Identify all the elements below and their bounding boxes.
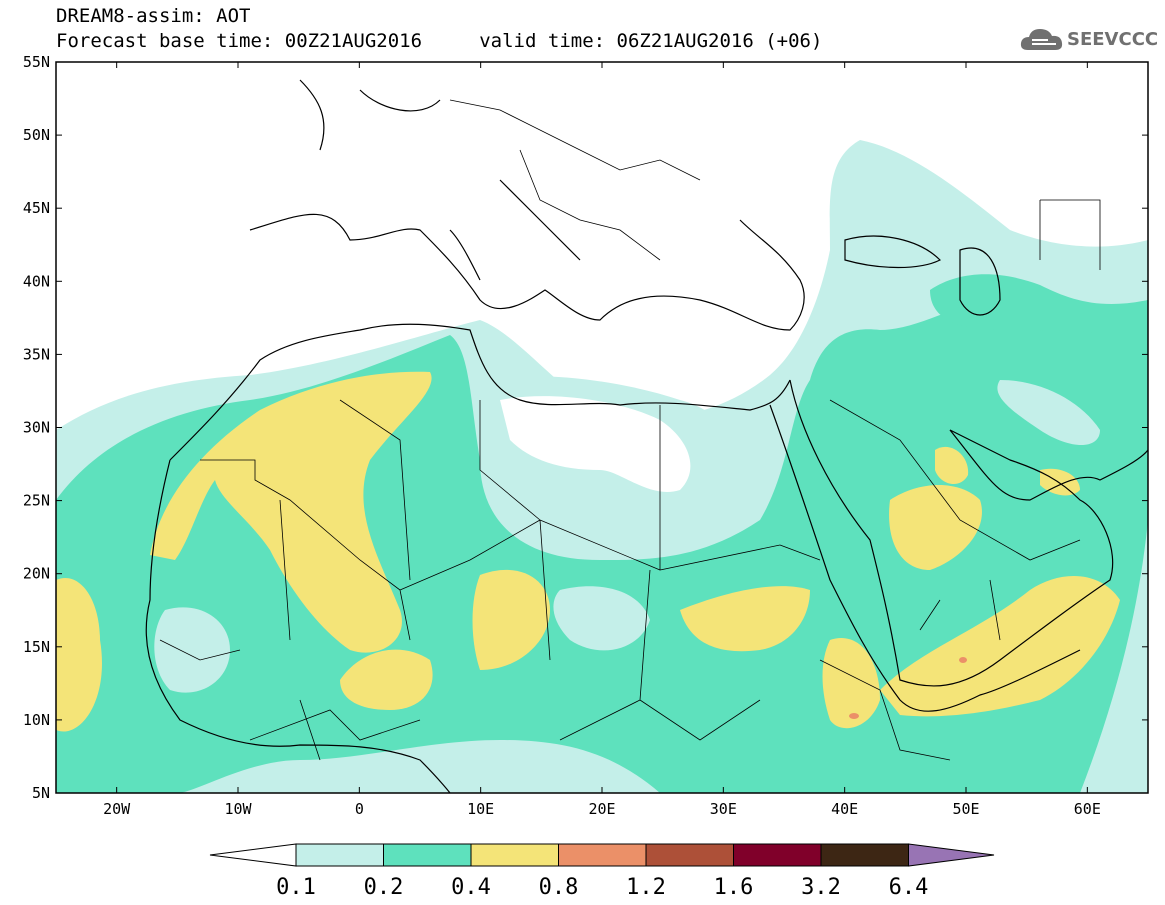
lon-label: 30E [710, 800, 737, 818]
colorbar-box [558, 843, 647, 867]
colorbar-box [470, 843, 559, 867]
lon-label: 10E [467, 800, 494, 818]
lat-label: 35N [23, 345, 50, 363]
border-niger-libya [399, 400, 551, 661]
colorbar-box [295, 843, 384, 867]
colorbar-label: 0.8 [539, 875, 579, 900]
lon-label: 0 [355, 800, 364, 818]
lat-label: 30N [23, 419, 50, 437]
lat-label: 10N [23, 711, 50, 729]
aot-core-mauritania-coast [56, 578, 102, 732]
aot-core-sudan [680, 586, 810, 652]
aot-core-arabia-south [880, 576, 1120, 717]
logo-text: SEEVCCC [1067, 29, 1159, 50]
forecast-times: Forecast base time: 00Z21AUG2016 valid t… [56, 30, 823, 52]
border-mali-algeria [279, 399, 411, 641]
lat-label: 15N [23, 638, 50, 656]
aot-field [56, 140, 1148, 793]
lon-label: 50E [952, 800, 979, 818]
coastline-western-europe [299, 79, 441, 151]
aot-clear-chad [553, 586, 650, 651]
border-central-asia [1039, 199, 1101, 270]
colorbar: 0.1 0.2 0.4 0.8 1.2 1.6 3.2 6.4 [209, 843, 995, 900]
colorbar-label: 1.6 [714, 875, 754, 900]
colorbar-label: 0.1 [276, 875, 316, 900]
country-borders [159, 99, 1101, 761]
coastline-black-sea [844, 235, 942, 269]
coastline-mediterranean-north [249, 213, 805, 331]
coastline-persian-gulf [949, 429, 1148, 501]
border-arabian-peninsula [829, 399, 1081, 641]
lon-label: 20E [588, 800, 615, 818]
aot-clear-areas [154, 376, 1100, 693]
aot-core-western-sahara [150, 371, 432, 653]
axis-ticks [56, 61, 1148, 794]
colorbar-label: 6.4 [889, 875, 929, 900]
colorbar-box [383, 843, 472, 867]
lat-label: 25N [23, 492, 50, 510]
latitude-labels: 55N 50N 45N 40N 35N 30N 25N 20N 15N 10N … [23, 53, 50, 802]
colorbar-under-arrow [209, 843, 297, 867]
lon-label: 10W [224, 800, 252, 818]
aot-core-gulf [935, 446, 969, 485]
borders-west-africa [159, 639, 421, 761]
aot-core-arabia-north [889, 485, 982, 570]
colorbar-box [733, 843, 822, 867]
lat-label: 20N [23, 565, 50, 583]
aot-core-chad [472, 569, 550, 670]
border-egypt-sudan [539, 405, 781, 571]
coastline-north-africa [169, 323, 791, 461]
lat-label: 5N [32, 784, 50, 802]
aot-core-ethiopia [822, 638, 880, 729]
lon-label: 60E [1074, 800, 1101, 818]
cloud-icon [1020, 29, 1063, 50]
aot-core-oman [1040, 468, 1080, 496]
colorbar-label: 0.2 [364, 875, 404, 900]
coastline-red-sea-africa [769, 404, 1081, 712]
aot-spot-ethiopia [849, 713, 859, 719]
colorbar-box [820, 843, 909, 867]
aot-clear-iran [997, 380, 1100, 445]
coastline-arabia [789, 379, 1114, 687]
aot-clear-libya-core [500, 396, 691, 493]
lon-label: 40E [831, 800, 858, 818]
map-title: DREAM8-assim: AOT [56, 5, 251, 27]
colorbar-label: 0.4 [451, 875, 491, 900]
coastlines [145, 79, 1148, 793]
border-chad-sudan [559, 569, 761, 741]
colorbar-label: 1.2 [626, 875, 666, 900]
coastline-italy-adriatic [449, 179, 581, 281]
aot-core-niger [340, 649, 433, 710]
aot-level-0.8 [849, 657, 967, 719]
aot-clear-senegal [154, 607, 230, 693]
coastline-west-africa [145, 459, 451, 793]
lat-label: 40N [23, 272, 50, 290]
colorbar-over-arrow [908, 843, 995, 867]
colorbar-label: 3.2 [801, 875, 841, 900]
longitude-labels: 20W 10W 0 10E 20E 30E 40E 50E 60E [103, 800, 1101, 818]
lat-label: 50N [23, 126, 50, 144]
border-ethiopia-somalia [779, 544, 951, 761]
aot-band-0.2-caspian [930, 274, 1148, 340]
borders-europe [449, 99, 701, 261]
lat-label: 55N [23, 53, 50, 71]
colorbar-box [645, 843, 734, 867]
aot-level-0.4 [56, 371, 1120, 732]
aot-spot-yemen [959, 657, 967, 663]
lon-label: 20W [103, 800, 131, 818]
lat-label: 45N [23, 199, 50, 217]
coastline-caspian [959, 247, 1001, 316]
